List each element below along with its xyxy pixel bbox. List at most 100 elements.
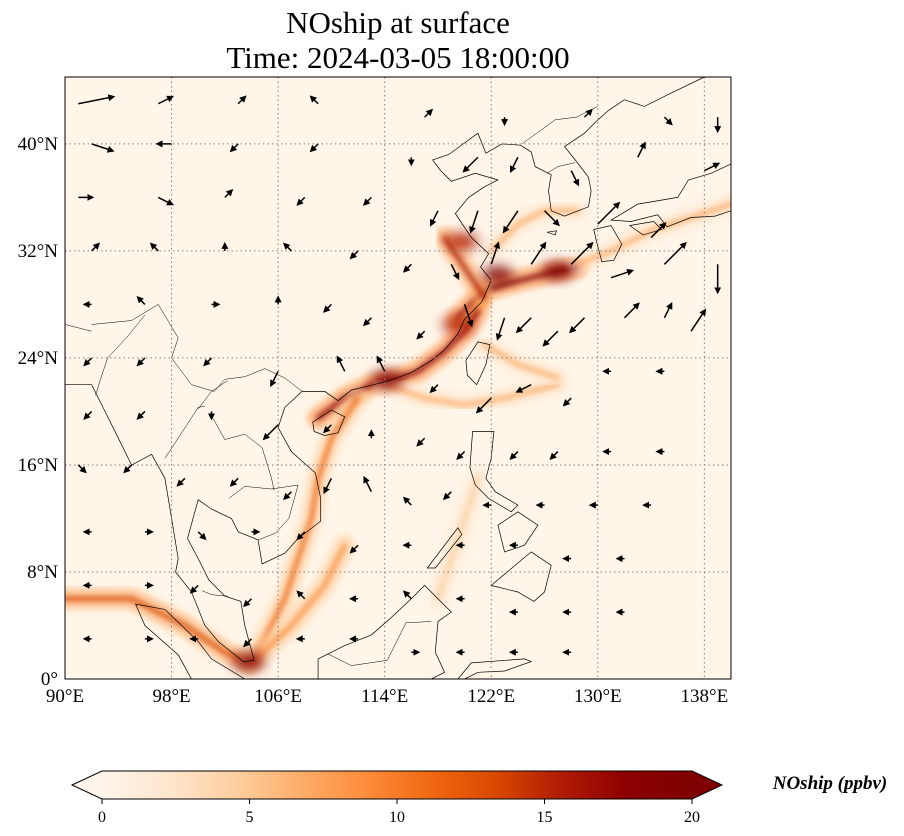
wind-arrow	[309, 95, 319, 105]
wind-arrow	[515, 317, 532, 334]
east-china-sea-hotspot	[541, 261, 574, 280]
lat-tick-label: 40°N	[18, 134, 59, 155]
coastline-borneo	[317, 584, 452, 679]
wind-arrow	[243, 598, 253, 608]
wind-arrow	[136, 410, 146, 420]
wind-arrow	[442, 491, 452, 501]
wind-arrow	[176, 477, 186, 487]
lat-tick-label: 8°N	[27, 562, 58, 583]
wind-arrow	[157, 196, 175, 206]
country-border	[212, 417, 275, 491]
wind-arrow	[416, 437, 426, 447]
coastline-kyushu	[593, 225, 623, 262]
wind-arrow	[463, 304, 474, 328]
wind-arrow	[663, 302, 673, 319]
coastline-sumatra	[135, 603, 246, 679]
lane-core-singapore-north-1	[246, 395, 361, 666]
fujian-hotspot	[441, 315, 474, 334]
wind-arrow	[323, 477, 333, 495]
singapore-hotspot	[232, 652, 265, 671]
coastline-honshu	[609, 163, 731, 228]
wind-arrow	[349, 544, 359, 554]
colorbar-tick-label: 20	[684, 809, 700, 826]
wind-arrow	[402, 496, 412, 506]
wind-arrow	[495, 317, 506, 341]
wind-arrow	[542, 330, 559, 347]
coastline-luzon	[469, 431, 519, 513]
wind-arrow	[402, 263, 412, 273]
wind-arrow	[469, 210, 479, 234]
wind-arrow	[91, 242, 101, 252]
colorbar: 0 5 10 15 20 NOship (ppbv)	[70, 770, 888, 826]
wind-arrow	[424, 108, 434, 118]
lon-tick-label: 114°E	[361, 686, 408, 707]
map-panel[interactable]	[65, 77, 751, 679]
country-border	[95, 314, 146, 396]
lon-tick-label: 90°E	[46, 686, 84, 707]
gridlines-layer	[65, 77, 731, 679]
wind-arrow	[623, 302, 640, 319]
wind-arrow	[336, 355, 346, 372]
wind-arrow	[490, 241, 500, 265]
wind-arrow	[349, 250, 359, 260]
wind-arrow	[262, 424, 279, 441]
coastline-hokkaido	[730, 100, 731, 125]
wind-arrow	[157, 95, 175, 105]
wind-vector-layer	[77, 94, 722, 656]
wind-arrow	[136, 357, 146, 367]
lon-tick-label: 130°E	[574, 686, 622, 707]
coastline-hainan	[312, 409, 346, 436]
wind-arrow	[570, 241, 594, 265]
wind-arrow	[549, 451, 559, 460]
lat-tick-label: 24°N	[18, 348, 59, 369]
shanghai-hotspot	[481, 265, 514, 284]
colorbar-extend-min	[72, 771, 102, 799]
wind-arrow	[450, 263, 460, 281]
country-border	[91, 304, 159, 325]
wind-arrow	[562, 397, 572, 407]
colorbar-tick-label: 5	[246, 809, 254, 826]
wind-arrow	[91, 143, 115, 153]
wind-arrow	[136, 296, 146, 305]
wind-arrow	[610, 268, 635, 279]
lat-tick-label: 16°N	[18, 455, 59, 476]
lane-core-taiwan-east	[482, 342, 561, 381]
wind-arrow	[237, 95, 247, 105]
wind-arrow	[203, 357, 213, 367]
wind-arrow	[197, 531, 207, 541]
lat-tick-label: 32°N	[18, 241, 59, 262]
wind-arrow	[509, 156, 519, 174]
map-title: NOship at surface	[286, 5, 510, 40]
colorbar-ticks: 0 5 10 15 20	[98, 799, 700, 826]
wind-arrow	[663, 241, 687, 265]
wind-arrow	[597, 201, 621, 225]
colorbar-tick-label: 0	[98, 809, 106, 826]
coastline-asia-mainland	[65, 77, 705, 662]
wind-arrow	[149, 242, 159, 252]
lane-core-korea-route	[488, 208, 581, 254]
wind-arrow	[530, 241, 547, 265]
wind-arrow	[283, 491, 292, 501]
wind-arrow	[322, 303, 332, 313]
wind-arrow	[429, 384, 439, 394]
map-timestamp: Time: 2024-03-05 18:00:00	[226, 40, 570, 75]
country-border	[164, 405, 205, 459]
country-border	[327, 621, 432, 666]
lat-tick-label: 0°	[41, 669, 58, 690]
colorbar-gradient	[102, 771, 692, 799]
wind-arrow	[543, 210, 560, 227]
wind-arrow	[376, 355, 386, 372]
wind-arrow	[663, 116, 673, 126]
colorbar-extend-max	[692, 771, 722, 799]
country-border	[198, 380, 228, 409]
wind-arrow	[296, 531, 306, 541]
latitude-tick-labels: 0° 8°N 16°N 24°N 32°N 40°N	[18, 134, 59, 690]
wind-arrow	[189, 584, 199, 594]
colorbar-title: NOship (ppbv)	[772, 773, 888, 794]
wind-arrow	[430, 210, 439, 227]
wind-arrow	[637, 141, 646, 158]
coastline-jeju	[547, 230, 558, 236]
country-border	[547, 162, 576, 174]
qingdao-hotspot	[445, 232, 478, 251]
